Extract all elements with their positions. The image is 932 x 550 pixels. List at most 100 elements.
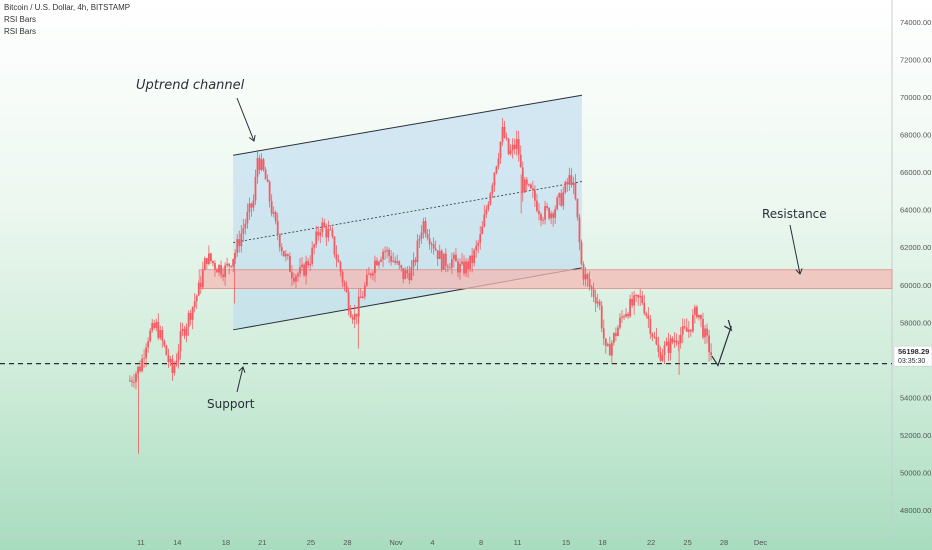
projection-path[interactable] — [711, 325, 732, 367]
candle-body — [355, 313, 358, 317]
candle-body — [248, 203, 251, 213]
candle-body — [133, 382, 135, 384]
candle-body — [655, 336, 658, 345]
candle-body — [495, 166, 498, 173]
projection-arrow-head — [724, 319, 733, 332]
candle-body — [420, 232, 423, 239]
candle-body — [295, 276, 297, 282]
candle-body — [515, 139, 518, 149]
candle-body — [137, 366, 139, 374]
candle-body — [173, 365, 176, 374]
candle-body — [590, 286, 593, 290]
candle-body — [135, 373, 137, 383]
candle-body — [499, 141, 502, 159]
candle-body — [246, 212, 249, 224]
candle-body — [621, 316, 623, 318]
candle-body — [254, 176, 257, 201]
candle-body — [303, 264, 305, 276]
candle-body — [216, 269, 218, 273]
candle-body — [177, 351, 180, 361]
candle-body — [141, 358, 143, 372]
candle-body — [169, 359, 172, 362]
candle-body — [414, 259, 417, 263]
uptrend-arrow — [236, 97, 255, 142]
candle-body — [341, 271, 344, 283]
candle-body — [432, 244, 435, 249]
candle-body — [276, 221, 279, 235]
candle-body — [562, 192, 565, 206]
candle-body — [483, 214, 486, 227]
support-label[interactable]: Support — [207, 397, 255, 411]
candle-body — [218, 265, 220, 273]
candle-body — [129, 380, 131, 382]
candle-body — [604, 338, 607, 346]
candle-body — [600, 305, 603, 329]
candle-body — [284, 254, 287, 257]
candle-body — [149, 330, 152, 342]
candle-body — [428, 238, 431, 244]
candle-body — [623, 316, 625, 318]
candle-body — [181, 328, 184, 332]
candle-body — [179, 331, 182, 352]
candle-body — [333, 236, 336, 255]
candle-body — [418, 238, 421, 241]
candle-body — [548, 207, 550, 219]
candle-body — [635, 294, 638, 296]
candle-body — [363, 285, 366, 297]
candle-body — [708, 335, 710, 353]
candle-body — [631, 298, 634, 306]
candle-body — [568, 175, 571, 185]
candle-body — [444, 253, 447, 267]
indicator-label-2[interactable]: RSI Bars — [4, 27, 37, 36]
candle-body — [592, 289, 595, 298]
candle-body — [394, 260, 397, 263]
candle-body — [145, 347, 148, 359]
candle-body — [566, 181, 569, 185]
candle-body — [667, 341, 670, 353]
candle-body — [538, 210, 540, 215]
candle-body — [578, 217, 581, 243]
resistance-zone[interactable] — [198, 269, 893, 289]
candle-body — [698, 314, 700, 318]
candle-body — [436, 250, 439, 259]
candle-body — [602, 328, 605, 339]
uptrend-channel-label[interactable]: Uptrend channel — [136, 78, 245, 93]
candle-body — [191, 307, 194, 320]
candle-body — [337, 259, 340, 263]
candle-body — [675, 340, 678, 343]
resistance-label[interactable]: Resistance — [762, 207, 827, 221]
last-price-tag[interactable] — [893, 345, 932, 367]
candle-body — [469, 255, 472, 269]
candle-body — [212, 261, 214, 264]
candle-body — [412, 259, 415, 268]
resistance-arrow — [789, 224, 801, 275]
y-tick-label: 54000.00 — [900, 393, 931, 402]
candle-body — [183, 328, 186, 336]
candle-body — [372, 273, 374, 276]
candle-body — [291, 271, 293, 279]
x-tick-label: Dec — [754, 538, 768, 547]
candle-body — [704, 328, 706, 338]
candle-body — [550, 213, 553, 219]
candle-body — [282, 250, 285, 257]
candle-body — [529, 184, 532, 189]
candle-body — [473, 250, 476, 264]
uptrend-channel-fill[interactable] — [233, 95, 582, 330]
candle-body — [558, 193, 561, 198]
candle-body — [252, 200, 255, 208]
candle-body — [457, 261, 459, 273]
candle-body — [238, 239, 241, 247]
candle-body — [453, 254, 455, 260]
indicator-label-1[interactable]: RSI Bars — [4, 15, 37, 24]
candle-body — [424, 221, 427, 234]
candle-body — [507, 138, 510, 154]
candle-body — [475, 245, 478, 251]
candle-body — [426, 233, 429, 239]
candle-body — [242, 228, 245, 234]
candle-body — [501, 126, 504, 142]
candle-body — [400, 265, 403, 268]
candle-body — [679, 334, 682, 344]
channel-upper-line[interactable] — [233, 94, 582, 156]
candle-body — [661, 355, 664, 361]
